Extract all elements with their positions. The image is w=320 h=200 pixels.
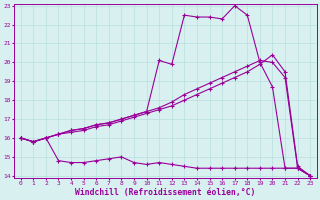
X-axis label: Windchill (Refroidissement éolien,°C): Windchill (Refroidissement éolien,°C) (75, 188, 256, 197)
